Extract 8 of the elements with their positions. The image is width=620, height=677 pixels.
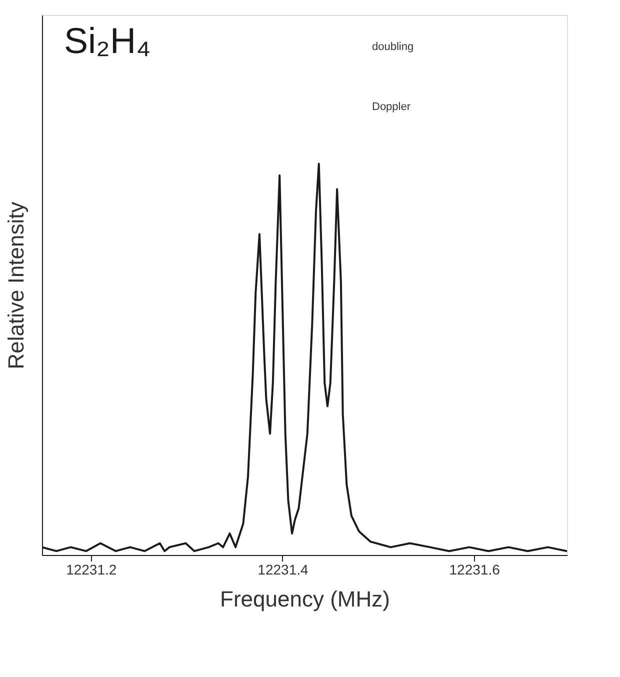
x-axis-title: Frequency (MHz): [220, 586, 390, 612]
x-tick-label: 12231.2: [66, 562, 117, 578]
text: doubling: [372, 41, 414, 53]
x-tick-label: 12231.4: [258, 562, 308, 578]
chart-title: Si₂H₄: [64, 20, 151, 61]
x-tick-label: 12231.6: [449, 562, 500, 578]
text: Doppler: [372, 101, 411, 113]
y-axis-title: Relative Intensity: [4, 202, 28, 370]
